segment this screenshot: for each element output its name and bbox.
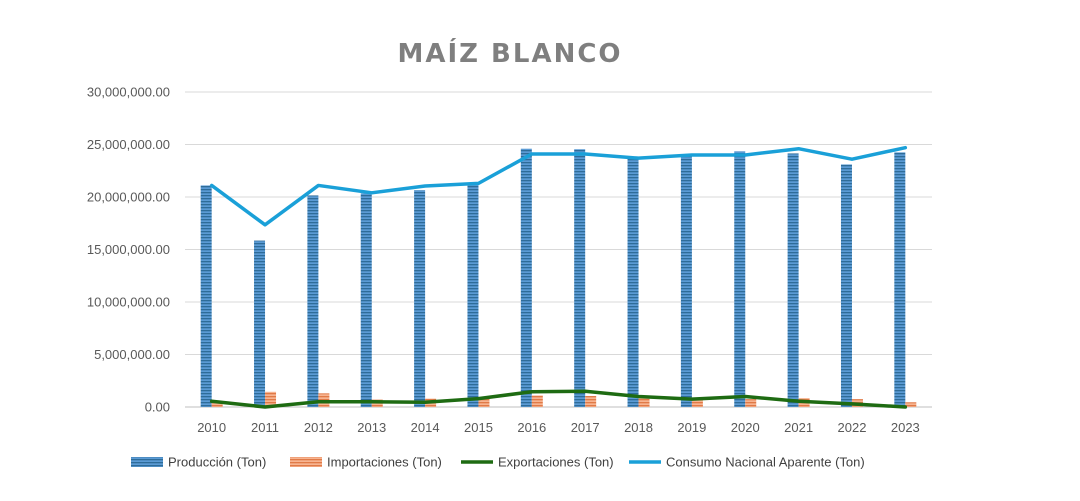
x-tick-label: 2023 (891, 420, 920, 435)
x-tick-label: 2013 (357, 420, 386, 435)
y-tick-label: 5,000,000.00 (94, 347, 170, 362)
line-consumo-nacional-aparente (209, 145, 908, 227)
bar-importaciones (478, 398, 490, 407)
bars (200, 148, 917, 407)
bar-importaciones (745, 399, 757, 407)
x-tick-label: 2017 (571, 420, 600, 435)
x-tick-label: 2016 (517, 420, 546, 435)
bar-produccion (360, 193, 372, 407)
bar-importaciones (531, 395, 543, 407)
legend-label: Consumo Nacional Aparente (Ton) (666, 455, 865, 470)
x-axis-ticks: 2010 2011 2012 2013 2014 2015 2016 2017 2018 2019… (197, 420, 920, 435)
legend-swatch (131, 457, 163, 467)
bar-produccion (467, 183, 479, 407)
legend-label: Producción (Ton) (168, 455, 266, 470)
x-tick-label: 2014 (411, 420, 440, 435)
x-tick-label: 2020 (731, 420, 760, 435)
bar-produccion (520, 148, 532, 407)
bar-importaciones (211, 401, 223, 407)
x-tick-label: 2019 (677, 420, 706, 435)
chart-title: MAÍZ BLANCO (397, 37, 622, 69)
x-tick-label: 2012 (304, 420, 333, 435)
bar-importaciones (905, 402, 917, 407)
bar-produccion (627, 158, 639, 407)
legend-label: Importaciones (Ton) (327, 455, 442, 470)
bar-produccion (254, 240, 266, 407)
x-tick-label: 2015 (464, 420, 493, 435)
x-tick-label: 2022 (838, 420, 867, 435)
y-tick-label: 30,000,000.00 (87, 85, 170, 100)
legend: Producción (Ton) Importaciones (Ton) Expor… (131, 455, 865, 470)
legend-swatch (290, 457, 322, 467)
bar-importaciones (691, 399, 703, 407)
legend-importaciones: Importaciones (Ton) (290, 455, 442, 470)
legend-consumo: Consumo Nacional Aparente (Ton) (629, 455, 865, 470)
y-tick-label: 10,000,000.00 (87, 295, 170, 310)
legend-exportaciones: Exportaciones (Ton) (461, 455, 614, 470)
x-tick-label: 2010 (197, 420, 226, 435)
bar-produccion (200, 185, 212, 407)
bar-importaciones (585, 395, 597, 407)
lines (209, 145, 908, 409)
bar-produccion (680, 155, 692, 407)
y-tick-label: 0.00 (145, 400, 170, 415)
bar-importaciones (265, 391, 277, 407)
bar-produccion (894, 152, 906, 407)
bar-produccion (414, 190, 426, 407)
bar-produccion (734, 151, 746, 407)
bar-produccion (307, 195, 319, 407)
line-exportaciones (209, 389, 908, 409)
legend-label: Exportaciones (Ton) (498, 455, 614, 470)
y-tick-label: 15,000,000.00 (87, 242, 170, 257)
y-axis-ticks: 0.00 5,000,000.00 10,000,000.00 15,000,000.… (87, 85, 170, 415)
bar-importaciones (638, 397, 650, 407)
bar-produccion (574, 149, 586, 407)
legend-produccion: Producción (Ton) (131, 455, 266, 470)
y-tick-label: 25,000,000.00 (87, 137, 170, 152)
x-tick-label: 2018 (624, 420, 653, 435)
bar-produccion (787, 153, 799, 407)
x-tick-label: 2011 (251, 420, 279, 435)
gridlines (185, 91, 932, 408)
y-tick-label: 20,000,000.00 (87, 190, 170, 205)
bar-produccion (840, 164, 852, 407)
x-tick-label: 2021 (784, 420, 813, 435)
